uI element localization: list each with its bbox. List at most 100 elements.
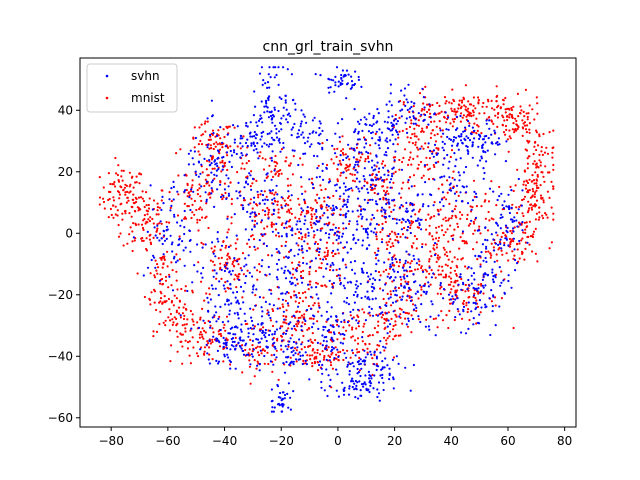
point-svhn [377,144,380,147]
point-svhn [346,251,349,254]
point-svhn [374,227,377,230]
point-mnist [336,338,339,341]
point-svhn [383,211,386,214]
point-svhn [495,222,498,225]
point-mnist [418,208,422,211]
point-mnist [421,107,424,111]
point-svhn [208,159,211,162]
point-svhn [287,322,290,325]
point-mnist [524,88,528,91]
point-mnist [231,262,234,266]
point-mnist [387,240,391,243]
point-mnist [274,154,277,158]
point-mnist [309,206,312,209]
point-mnist [289,225,292,228]
point-mnist [199,316,202,319]
point-svhn [275,328,279,331]
point-svhn [414,118,417,121]
legend: svhn mnist [86,63,178,113]
point-svhn [377,259,380,262]
point-mnist [200,123,203,126]
point-mnist [444,121,448,124]
point-mnist [117,223,120,227]
point-svhn [378,278,381,282]
point-mnist [410,245,413,248]
point-svhn [227,303,230,306]
point-mnist [402,263,405,266]
point-svhn [372,286,375,289]
point-svhn [335,238,338,242]
point-mnist [250,170,253,173]
point-mnist [347,222,351,226]
point-svhn [326,263,329,266]
point-svhn [239,285,243,288]
point-mnist [259,345,262,348]
point-mnist [316,282,319,285]
point-svhn [194,170,197,173]
point-mnist [152,330,155,333]
point-svhn [253,135,256,138]
point-mnist [216,133,219,136]
point-mnist [219,143,222,146]
point-mnist [406,236,409,239]
point-svhn [247,327,250,330]
point-svhn [168,198,171,201]
point-svhn [404,220,407,223]
point-svhn [284,332,287,335]
point-mnist [277,174,280,177]
point-mnist [435,226,438,229]
point-svhn [190,188,193,191]
point-svhn [384,346,387,349]
point-mnist [232,260,235,263]
point-mnist [274,165,277,168]
point-svhn [443,157,446,160]
point-svhn [384,216,388,219]
point-mnist [410,331,413,334]
point-svhn [226,133,229,136]
point-svhn [326,216,329,219]
point-mnist [391,264,394,267]
point-mnist [210,158,213,161]
point-mnist [287,327,290,330]
point-svhn [516,262,519,265]
point-svhn [509,218,513,221]
point-mnist [375,235,378,238]
point-mnist [298,203,301,206]
point-mnist [185,323,188,326]
point-mnist [417,318,420,321]
point-svhn [230,302,233,305]
point-svhn [325,344,328,347]
point-mnist [412,242,415,245]
point-svhn [159,220,162,223]
point-svhn [318,306,321,309]
point-mnist [208,138,211,141]
point-svhn [337,274,340,277]
point-mnist [252,238,256,241]
x-axis: −80 −60 −40 −20 0 20 40 60 80 [99,427,572,448]
point-svhn [272,304,275,307]
point-svhn [210,162,213,165]
point-mnist [258,270,261,273]
point-mnist [476,129,479,132]
point-svhn [176,259,179,262]
point-svhn [346,198,349,201]
point-mnist [307,304,310,308]
point-mnist [254,346,258,350]
point-mnist [278,216,281,219]
point-svhn [448,183,451,186]
point-svhn [478,137,481,140]
point-svhn [210,99,213,102]
point-mnist [399,282,403,286]
point-mnist [310,226,313,229]
point-svhn [328,78,331,81]
point-mnist [184,327,187,330]
point-mnist [402,103,405,106]
point-svhn [163,239,167,242]
point-mnist [269,191,272,194]
point-mnist [424,85,427,88]
point-svhn [363,208,366,211]
point-mnist [241,344,244,347]
point-svhn [231,337,235,340]
point-mnist [175,270,178,273]
point-svhn [378,147,381,150]
